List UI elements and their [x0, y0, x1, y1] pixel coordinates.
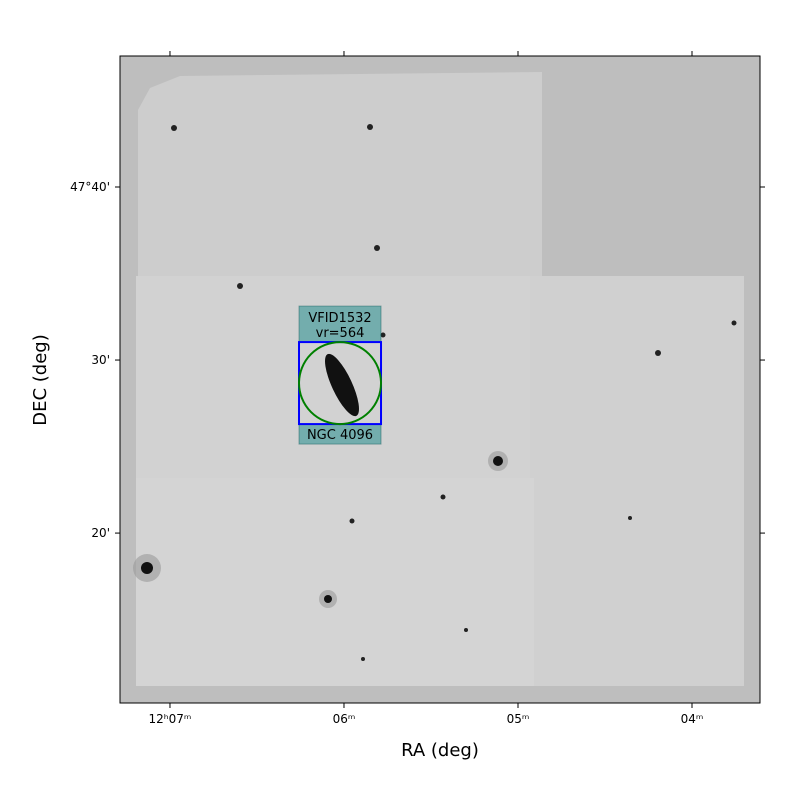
annotation: vr=564 — [316, 326, 365, 341]
y-tick-label: 47°40' — [70, 180, 110, 194]
y-tick-label: 20' — [91, 526, 110, 540]
y-tick-label: 30' — [91, 353, 110, 367]
x-tick-label: 12ʰ07ᵐ — [149, 712, 192, 726]
x-tick-label: 06ᵐ — [333, 712, 356, 726]
sky-image — [120, 56, 760, 703]
label-box — [298, 305, 382, 343]
plot-frame — [119, 55, 761, 704]
x-tick-label: 05ᵐ — [507, 712, 530, 726]
annotation: VFID1532 — [308, 311, 371, 326]
y-axis-label: DEC (deg) — [30, 334, 51, 426]
x-tick-label: 04ᵐ — [681, 712, 704, 726]
annotation: NGC 4096 — [307, 428, 373, 443]
target-circle — [298, 341, 383, 426]
x-axis-label: RA (deg) — [401, 740, 479, 761]
